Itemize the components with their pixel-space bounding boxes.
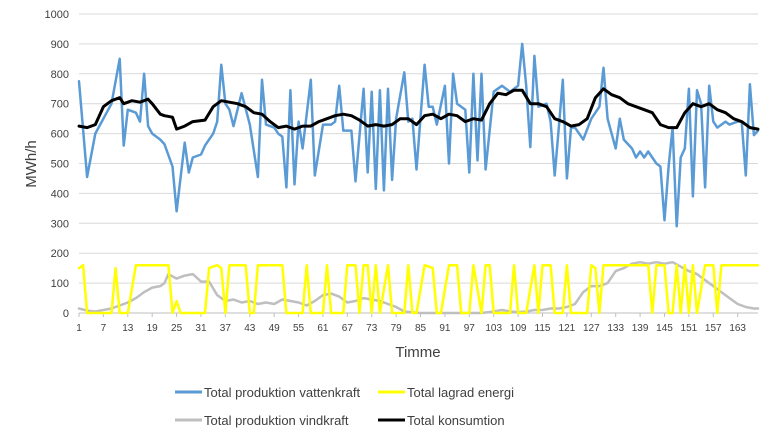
x-tick-label: 145: [656, 323, 673, 334]
y-tick-label: 100: [51, 278, 69, 290]
x-tick-label: 91: [439, 323, 451, 334]
y-tick-labels: 0 100 200 300 400 500 600 700 800 900 1000: [45, 9, 69, 320]
x-tick-label: 61: [317, 323, 329, 334]
x-tick-label: 103: [485, 323, 502, 334]
legend: Total produktion vattenkraft Total lagrad…: [175, 385, 514, 428]
y-tick-label: 200: [51, 248, 69, 260]
x-tick-label: 79: [391, 323, 403, 334]
series-line-2: [77, 260, 760, 315]
x-tick-label: 157: [705, 323, 722, 334]
x-axis-title: Timme: [395, 344, 440, 361]
x-tick-label: 163: [729, 323, 746, 334]
legend-label: Total konsumtion: [407, 413, 505, 428]
x-tick-label: 85: [415, 323, 427, 334]
y-tick-label: 600: [51, 129, 69, 141]
x-tick-label: 115: [535, 323, 551, 334]
x-tick-label: 37: [220, 323, 232, 334]
x-tick-label: 127: [583, 323, 600, 334]
y-tick-label: 500: [51, 159, 69, 171]
x-tick-label: 97: [464, 323, 476, 334]
x-tick-label: 151: [681, 323, 698, 334]
legend-label: Total lagrad energi: [407, 385, 514, 400]
y-tick-label: 1000: [45, 9, 69, 21]
x-tick-label: 67: [342, 323, 354, 334]
x-tick-label: 13: [122, 323, 134, 334]
x-tick-label: 7: [101, 323, 107, 334]
x-tick-label: 133: [607, 323, 624, 334]
legend-label: Total produktion vindkraft: [204, 413, 349, 428]
y-tick-label: 900: [51, 39, 69, 51]
y-tick-label: 400: [51, 188, 69, 200]
series-line-0: [77, 42, 760, 228]
series-line-1: [77, 263, 760, 315]
x-tick-label: 49: [269, 323, 281, 334]
x-tick-label: 19: [147, 323, 159, 334]
x-tick-label: 43: [244, 323, 256, 334]
x-tick-label: 25: [171, 323, 183, 334]
y-axis-title: MWh/h: [23, 140, 40, 188]
x-tick-label: 121: [559, 323, 576, 334]
x-tick-label: 73: [366, 323, 378, 334]
x-tick-label: 55: [293, 323, 305, 334]
y-tick-label: 800: [51, 69, 69, 81]
series-lines: [77, 42, 760, 315]
x-tick-label: 109: [510, 323, 527, 334]
x-tick-label: 139: [632, 323, 649, 334]
y-tick-label: 700: [51, 99, 69, 111]
x-tick-label: 31: [195, 323, 207, 334]
x-tick-label: 1: [76, 323, 82, 334]
y-tick-label: 300: [51, 218, 69, 230]
x-tick-labels: 1 7 13 19 25 31 37 43 49 55 61 67 73 79 85 91 97 103 109 11…: [76, 313, 746, 334]
legend-label: Total produktion vattenkraft: [204, 385, 360, 400]
series-line-3: [77, 87, 760, 131]
y-tick-label: 0: [63, 308, 69, 320]
